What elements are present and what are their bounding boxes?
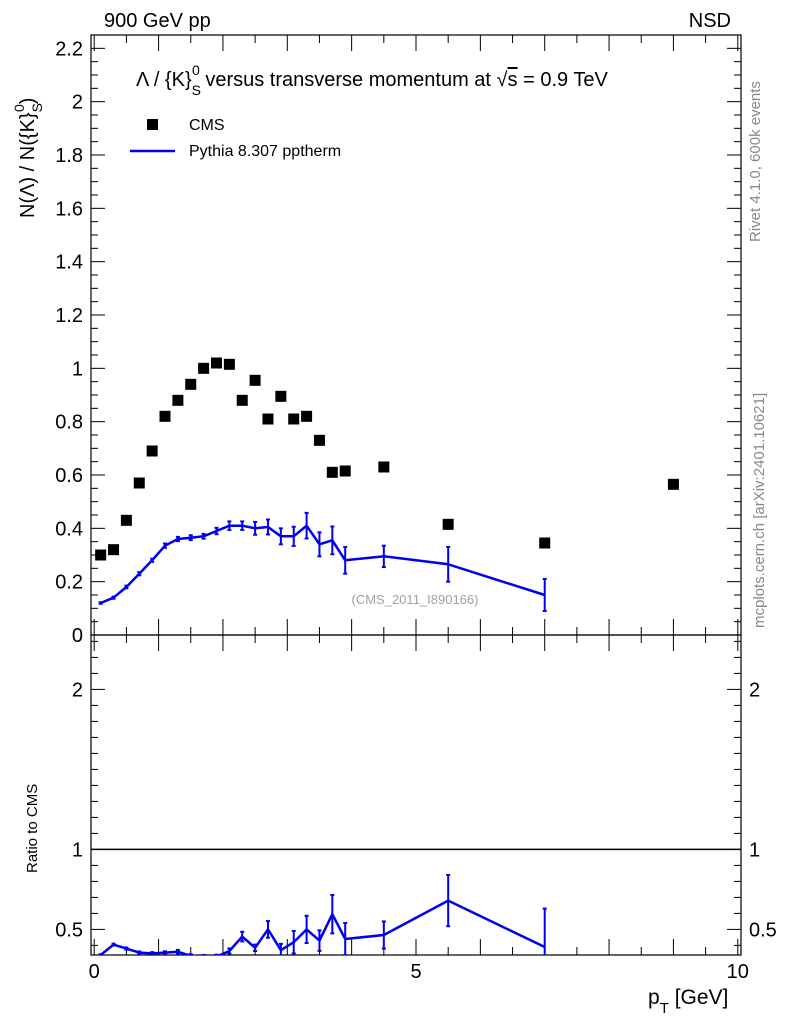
legend-pythia-label: Pythia 8.307 pptherm [189, 143, 341, 160]
sqrt-symbol: √ [497, 69, 508, 91]
main-y-tick-label: 1.4 [55, 252, 83, 274]
cms-point [339, 465, 351, 477]
main-y-tick-label: 0.6 [55, 465, 83, 487]
main-y-tick-label: 0 [72, 625, 83, 647]
cms-point [442, 518, 454, 530]
main-y-tick-label: 1.2 [55, 305, 83, 327]
cms-point [133, 477, 145, 489]
main-axes: 0 0.2 0.4 0.6 0.8 1 1.2 1.4 1.6 1.8 2 2.2 [55, 34, 741, 647]
cms-point [95, 549, 107, 561]
cms-point [159, 410, 171, 422]
main-y-tick-label: 0.2 [55, 572, 83, 594]
ratio-data [98, 874, 547, 955]
main-data [95, 357, 679, 612]
cms-point [198, 362, 210, 374]
x-tick-label: 10 [727, 961, 749, 983]
cms-point [667, 478, 679, 490]
y-axis-label: N(Λ) / N({K}S0) [11, 98, 45, 218]
header-right: NSD [689, 10, 731, 32]
ratio-y-tick-label: 0.5 [55, 919, 83, 941]
cms-point [120, 514, 132, 526]
main-y-tick-label: 1.6 [55, 198, 83, 220]
ratio-y-tick-label-right: 0.5 [749, 919, 777, 941]
cms-point [172, 394, 184, 406]
x-axis-label: pT [GeV] [648, 986, 728, 1017]
cms-point [288, 413, 300, 425]
chart-title: Λ / {K}S0 versus transverse momentum at … [136, 62, 608, 98]
ratio-y-tick-label-right: 1 [749, 839, 760, 861]
cms-point [313, 434, 325, 446]
cms-point [223, 358, 235, 370]
ratio-y-axis-label: Ratio to CMS [24, 784, 41, 873]
cms-point [275, 390, 287, 402]
legend-cms-label: CMS [189, 117, 225, 134]
ratio-line [99, 899, 546, 955]
cms-point [185, 378, 197, 390]
main-y-tick-label: 2 [72, 92, 83, 114]
ratio-y-tick-label: 1 [72, 839, 83, 861]
main-y-tick-label: 1.8 [55, 145, 83, 167]
main-y-tick-label: 0.4 [55, 518, 83, 540]
ratio-panel-frame [90, 634, 742, 956]
analysis-watermark: (CMS_2011_I890166) [352, 592, 479, 607]
cms-point [146, 445, 158, 457]
cms-point [326, 466, 338, 478]
main-y-tick-label: 0.8 [55, 412, 83, 434]
mcplots-label: mcplots.cern.ch [arXiv:2401.10621] [751, 393, 768, 628]
main-y-tick-label: 1 [72, 358, 83, 380]
rivet-label: Rivet 4.1.0, 600k events [747, 81, 764, 242]
main-y-tick-label: 2.2 [55, 38, 83, 60]
cms-point [108, 544, 120, 556]
x-tick-label: 5 [410, 961, 421, 983]
ratio-y-tick-label: 2 [72, 679, 83, 701]
cms-point [539, 537, 551, 549]
cms-point [262, 413, 274, 425]
ratio-y-tick-label-right: 2 [749, 679, 760, 701]
cms-point [301, 410, 313, 422]
ratio-axes: 0 5 100.5 0.51 12 2 [55, 635, 777, 983]
x-tick-label: 0 [89, 961, 100, 983]
header-left: 900 GeV pp [104, 10, 211, 32]
legend-cms-marker [147, 119, 158, 130]
cms-point [210, 357, 222, 369]
cms-point [378, 461, 390, 473]
cms-point [236, 394, 248, 406]
cms-point [249, 374, 261, 386]
